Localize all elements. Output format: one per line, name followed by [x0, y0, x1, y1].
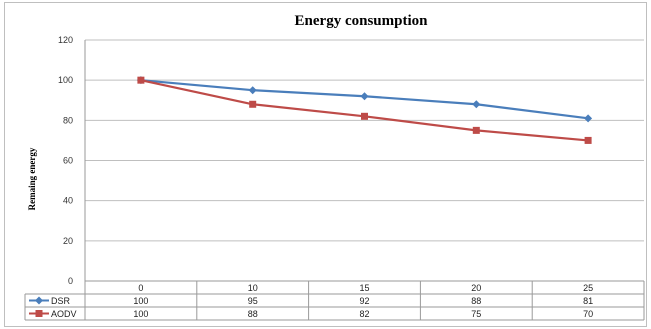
data-table-value: 88	[248, 309, 258, 319]
data-point	[584, 136, 592, 144]
x-tick-label: 25	[583, 283, 593, 293]
x-tick-label: 0	[138, 283, 143, 293]
y-tick-label: 40	[63, 196, 73, 206]
data-table-value: 100	[133, 309, 148, 319]
series-lines	[136, 76, 593, 144]
data-table-value: 92	[359, 296, 369, 306]
legend-label: AODV	[51, 309, 77, 319]
x-tick-label: 20	[471, 283, 481, 293]
x-tick-label: 10	[248, 283, 258, 293]
data-table-value: 88	[471, 296, 481, 306]
data-table-value: 81	[583, 296, 593, 306]
y-tick-label: 80	[63, 115, 73, 125]
chart-frame: Energy consumption Remaing energy 0 20 40 6…	[4, 2, 647, 327]
y-tick-label: 20	[63, 236, 73, 246]
legend-marker	[35, 296, 43, 305]
legend-label: DSR	[51, 296, 71, 306]
x-tick-label: 15	[359, 283, 369, 293]
data-point	[249, 100, 257, 108]
data-point	[248, 86, 257, 95]
data-table-value: 75	[471, 309, 481, 319]
data-point	[472, 126, 480, 134]
data-table-value: 82	[359, 309, 369, 319]
y-tick-label: 60	[63, 156, 73, 166]
data-point	[137, 76, 145, 84]
data-point	[584, 114, 593, 123]
legend-marker	[35, 310, 43, 317]
y-tick-label: 120	[58, 35, 73, 45]
chart-title: Energy consumption	[295, 13, 429, 29]
data-point	[360, 92, 369, 101]
data-point	[361, 112, 368, 120]
data-table-value: 70	[583, 309, 593, 319]
y-tick-label: 0	[68, 276, 73, 286]
data-table-value: 100	[133, 296, 148, 306]
energy-consumption-chart: Energy consumption Remaing energy 0 20 40 6…	[24, 13, 645, 321]
data-table: 0 10 15 20 25 DSR 100 95 92 88 81 AODV 100 88 82 75 70	[24, 280, 645, 321]
data-table-value: 95	[248, 296, 258, 306]
y-axis-label: Remaing energy	[27, 147, 37, 210]
data-point	[472, 100, 481, 109]
y-tick-label: 100	[58, 75, 73, 85]
